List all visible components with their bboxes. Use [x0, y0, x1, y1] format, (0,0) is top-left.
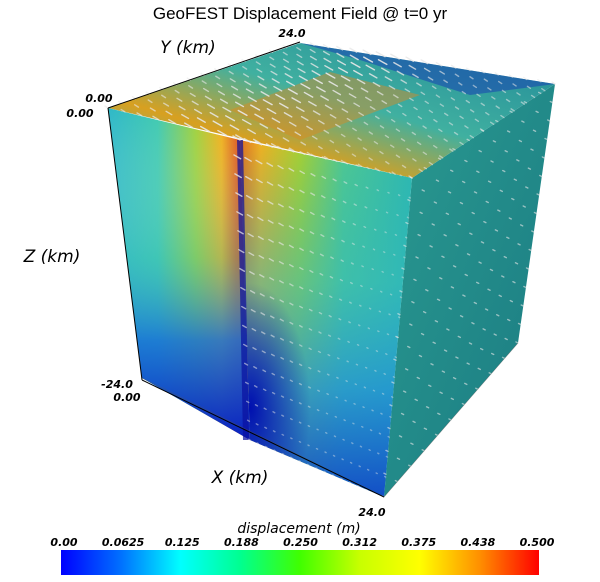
- displacement-vector-glyphs: [104, 40, 556, 498]
- colorbar-tick-label: 0.125: [165, 536, 200, 549]
- y-tick-min: 0.00: [85, 92, 112, 105]
- colorbar-title: displacement (m): [237, 521, 360, 537]
- z-tick-bottom: -24.0: [101, 378, 133, 391]
- colorbar-tick-label: 0.500: [520, 536, 555, 549]
- cube-axes: Y (km) Z (km) X (km) 24.0 0.00 0.00 -24.…: [23, 27, 386, 519]
- model-cube: [104, 40, 556, 498]
- colorbar-gradient: [61, 550, 539, 575]
- colorbar-tick-label: 0.188: [224, 536, 259, 549]
- chart-title: GeoFEST Displacement Field @ t=0 yr: [153, 4, 448, 23]
- colorbar-tick-label: 0.250: [283, 536, 318, 549]
- colorbar-tick-label: 0.375: [401, 536, 436, 549]
- colorbar-tick-label: 0.312: [342, 536, 377, 549]
- x-tick-min: 0.00: [113, 391, 140, 404]
- cube-right-face: [384, 84, 555, 497]
- y-tick-max: 24.0: [278, 27, 305, 40]
- x-axis-label: X (km): [211, 468, 269, 488]
- colorbar-tick-label: 0.00: [50, 536, 77, 549]
- colorbar-tick-label: 0.0625: [102, 536, 145, 549]
- x-tick-max: 24.0: [358, 506, 385, 519]
- z-tick-top: 0.00: [66, 107, 93, 120]
- y-axis-label: Y (km): [160, 38, 215, 58]
- colorbar-tick-label: 0.438: [460, 536, 495, 549]
- colorbar: displacement (m) 0.00 0.0625 0.125 0.188 0.2…: [50, 521, 555, 575]
- z-axis-label: Z (km): [23, 247, 81, 267]
